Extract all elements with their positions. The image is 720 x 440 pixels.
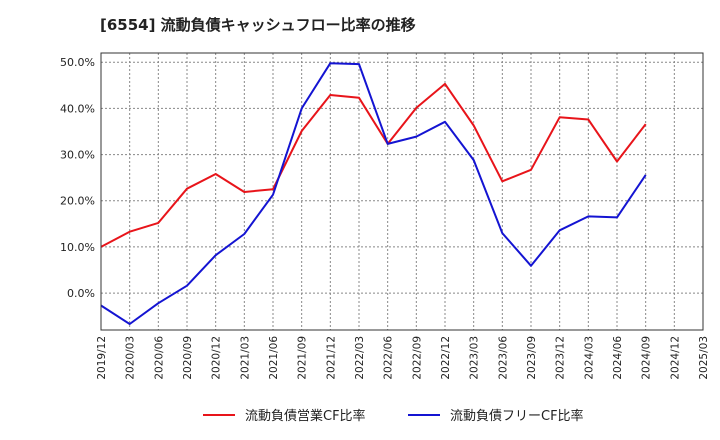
plot-frame bbox=[100, 52, 704, 331]
legend: 流動負債営業CF比率 流動負債フリーCF比率 bbox=[203, 408, 584, 424]
x-tick-label: 2023/06 bbox=[497, 336, 509, 380]
x-tick-label: 2021/12 bbox=[325, 336, 337, 380]
y-tick-label: 20.0% bbox=[60, 195, 95, 208]
x-tick-label: 2021/09 bbox=[297, 336, 309, 380]
y-tick-label: 0.0% bbox=[67, 287, 95, 300]
x-axis-ticks: 2019/12 2020/03 2020/06 2020/09 2020/12 2021/… bbox=[96, 336, 710, 380]
x-tick-label: 2021/06 bbox=[268, 336, 280, 380]
chart-title: [6554] 流動負債キャッシュフロー比率の推移 bbox=[100, 16, 416, 34]
series-line-2 bbox=[100, 62, 647, 325]
x-tick-label: 2024/12 bbox=[669, 336, 681, 380]
x-tick-label: 2022/06 bbox=[383, 336, 395, 380]
y-tick-label: 40.0% bbox=[60, 102, 95, 115]
x-tick-label: 2022/12 bbox=[440, 336, 452, 380]
legend-label: 流動負債フリーCF比率 bbox=[450, 408, 584, 424]
x-tick-label: 2025/03 bbox=[698, 336, 710, 380]
grid bbox=[100, 53, 704, 330]
series-line-1 bbox=[100, 82, 647, 248]
y-tick-label: 50.0% bbox=[60, 56, 95, 69]
x-tick-label: 2023/09 bbox=[526, 336, 538, 380]
x-tick-label: 2023/12 bbox=[555, 336, 567, 380]
x-tick-label: 2022/03 bbox=[354, 336, 366, 380]
x-tick-label: 2024/03 bbox=[583, 336, 595, 380]
x-tick-label: 2019/12 bbox=[96, 336, 108, 380]
x-tick-label: 2023/03 bbox=[469, 336, 481, 380]
x-tick-label: 2020/12 bbox=[211, 336, 223, 380]
y-tick-label: 30.0% bbox=[60, 149, 95, 162]
legend-label: 流動負債営業CF比率 bbox=[245, 408, 366, 424]
x-tick-label: 2022/09 bbox=[411, 336, 423, 380]
x-tick-label: 2024/06 bbox=[612, 336, 624, 380]
y-tick-label: 10.0% bbox=[60, 241, 95, 254]
x-tick-label: 2020/06 bbox=[153, 336, 165, 380]
series-lines bbox=[100, 62, 647, 325]
x-tick-label: 2020/03 bbox=[125, 336, 137, 380]
y-axis-ticks: 0.0% 10.0% 20.0% 30.0% 40.0% 50.0% bbox=[60, 56, 95, 300]
x-tick-label: 2021/03 bbox=[239, 336, 251, 380]
x-tick-label: 2020/09 bbox=[182, 336, 194, 380]
x-tick-label: 2024/09 bbox=[641, 336, 653, 380]
